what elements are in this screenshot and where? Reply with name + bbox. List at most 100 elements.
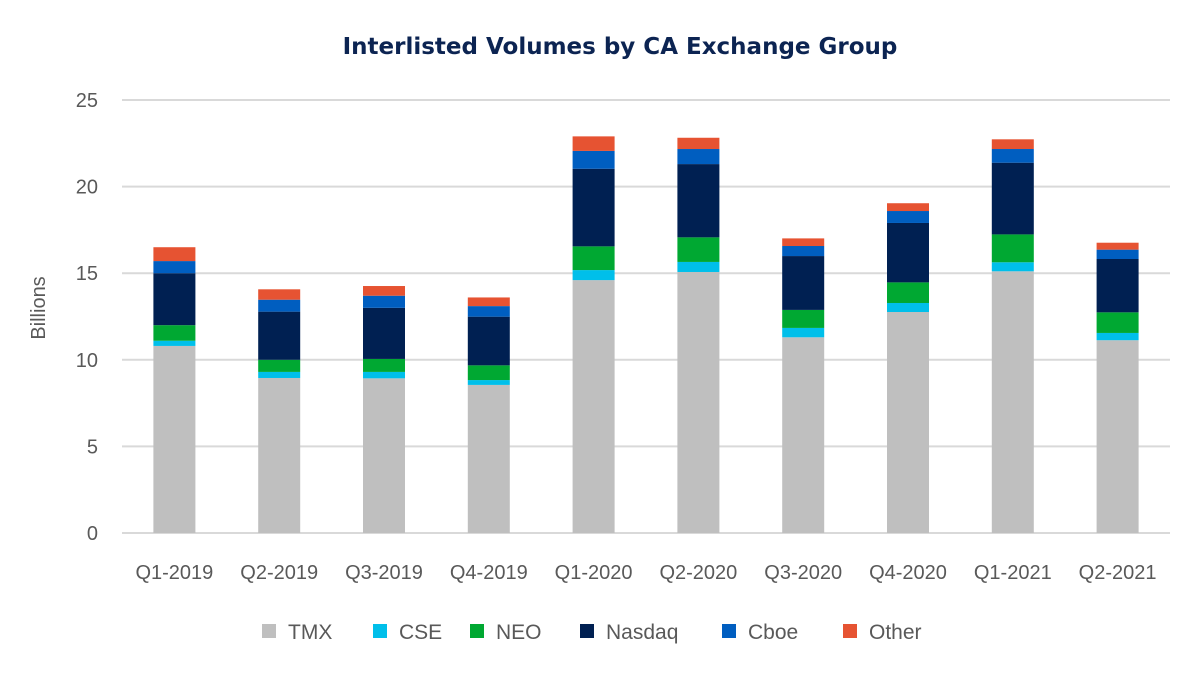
legend-swatch xyxy=(262,624,276,638)
legend-item-tmx: TMX xyxy=(262,621,332,644)
bar-segment-nasdaq xyxy=(1096,258,1139,313)
x-tick-label: Q2-2021 xyxy=(1079,562,1157,584)
legend-label: Cboe xyxy=(748,621,798,644)
bar-segment-nasdaq xyxy=(467,316,510,366)
bar-segment-tmx xyxy=(991,271,1034,533)
bar-segment-neo xyxy=(258,359,301,372)
bar-segment-neo xyxy=(467,365,510,381)
bar-segment-other xyxy=(782,238,825,247)
y-tick-label: 15 xyxy=(76,263,98,285)
bar-stack-Q2-2021 xyxy=(1096,242,1139,533)
bar-segment-tmx xyxy=(572,280,615,533)
legend-item-cboe: Cboe xyxy=(722,621,798,644)
bar-segment-nasdaq xyxy=(887,222,929,283)
bar-segment-other xyxy=(363,286,405,296)
bar-segment-nasdaq xyxy=(677,164,720,238)
bar-segment-nasdaq xyxy=(153,273,196,326)
bar-segment-cboe xyxy=(887,211,929,223)
y-tick-label: 0 xyxy=(87,523,98,545)
legend-item-nasdaq: Nasdaq xyxy=(580,621,678,644)
bar-stack-Q4-2019 xyxy=(467,297,510,533)
bar-segment-cse xyxy=(991,262,1034,272)
bar-segment-cboe xyxy=(467,306,510,317)
x-tick-label: Q1-2020 xyxy=(555,562,633,584)
y-axis-label: Billions xyxy=(28,276,50,339)
bar-segment-cboe xyxy=(572,150,615,169)
bar-stack-Q2-2020 xyxy=(677,137,720,533)
bar-segment-tmx xyxy=(467,384,510,533)
x-tick-label: Q2-2019 xyxy=(240,562,318,584)
bar-segment-other xyxy=(991,139,1034,150)
bar-segment-neo xyxy=(677,237,720,262)
bar-segment-tmx xyxy=(153,345,196,533)
bar-segment-other xyxy=(887,203,929,212)
bar-segment-cboe xyxy=(258,299,301,312)
legend: TMX CSE NEO Nasdaq Cboe Other xyxy=(262,621,922,644)
y-tick-label: 5 xyxy=(87,436,98,458)
x-tick-label: Q4-2019 xyxy=(450,562,528,584)
bar-stack-Q3-2019 xyxy=(363,286,405,533)
legend-label: Nasdaq xyxy=(606,621,678,644)
bar-segment-cse xyxy=(887,302,929,312)
bar-segment-cse xyxy=(677,261,720,272)
legend-label: NEO xyxy=(496,621,542,644)
bar-segment-tmx xyxy=(782,337,825,533)
bar-segment-neo xyxy=(572,246,615,271)
bar-stack-Q3-2020 xyxy=(782,238,825,533)
bar-segment-neo xyxy=(1096,312,1139,333)
legend-swatch xyxy=(470,624,484,638)
bar-segment-neo xyxy=(887,282,929,303)
bar-segment-cse xyxy=(363,371,405,379)
bar-segment-cse xyxy=(572,270,615,281)
legend-swatch xyxy=(580,624,594,638)
bar-segment-neo xyxy=(991,234,1034,263)
bar-segment-cse xyxy=(782,327,825,338)
bar-segment-cboe xyxy=(991,149,1034,163)
bar-segment-neo xyxy=(153,325,196,341)
bar-segment-nasdaq xyxy=(258,311,301,360)
bar-segment-other xyxy=(1096,242,1139,250)
y-tick-label: 25 xyxy=(76,90,98,112)
bar-segment-nasdaq xyxy=(363,307,405,359)
bars xyxy=(153,136,1139,533)
bar-segment-cse xyxy=(258,371,301,378)
legend-label: CSE xyxy=(399,621,442,644)
x-axis-ticks: Q1-2019 Q2-2019 Q3-2019 Q4-2019 Q1-2020 Q2-20… xyxy=(135,562,1156,584)
bar-segment-nasdaq xyxy=(782,256,825,310)
bar-segment-cboe xyxy=(1096,249,1139,259)
legend-label: Other xyxy=(869,621,922,644)
bar-segment-other xyxy=(153,247,196,262)
legend-item-other: Other xyxy=(843,621,922,644)
bar-segment-neo xyxy=(782,309,825,328)
x-tick-label: Q3-2019 xyxy=(345,562,423,584)
legend-item-cse: CSE xyxy=(373,621,442,644)
bar-segment-other xyxy=(677,137,720,150)
y-axis-ticks: 0 5 10 15 20 25 xyxy=(76,90,98,545)
bar-segment-tmx xyxy=(1096,340,1139,533)
bar-segment-tmx xyxy=(363,378,405,533)
bar-segment-other xyxy=(467,297,510,307)
legend-item-neo: NEO xyxy=(470,621,542,644)
bar-segment-tmx xyxy=(258,377,301,533)
y-tick-label: 10 xyxy=(76,350,98,372)
x-tick-label: Q2-2020 xyxy=(659,562,737,584)
bar-segment-cboe xyxy=(677,149,720,165)
y-tick-label: 20 xyxy=(76,177,98,199)
bar-segment-cboe xyxy=(782,246,825,257)
bar-segment-cboe xyxy=(363,295,405,308)
legend-swatch xyxy=(722,624,736,638)
bar-stack-Q2-2019 xyxy=(258,289,301,533)
bar-segment-cse xyxy=(153,340,196,346)
bar-segment-cboe xyxy=(153,261,196,274)
bar-segment-cse xyxy=(467,380,510,385)
bar-stack-Q1-2020 xyxy=(572,136,615,533)
bar-stack-Q1-2019 xyxy=(153,247,196,533)
bar-segment-other xyxy=(572,136,615,151)
bar-segment-tmx xyxy=(887,311,929,533)
bar-stack-Q4-2020 xyxy=(887,203,929,533)
bar-segment-tmx xyxy=(677,271,720,533)
legend-label: TMX xyxy=(288,621,332,644)
bar-segment-nasdaq xyxy=(572,168,615,247)
bar-segment-cse xyxy=(1096,332,1139,341)
